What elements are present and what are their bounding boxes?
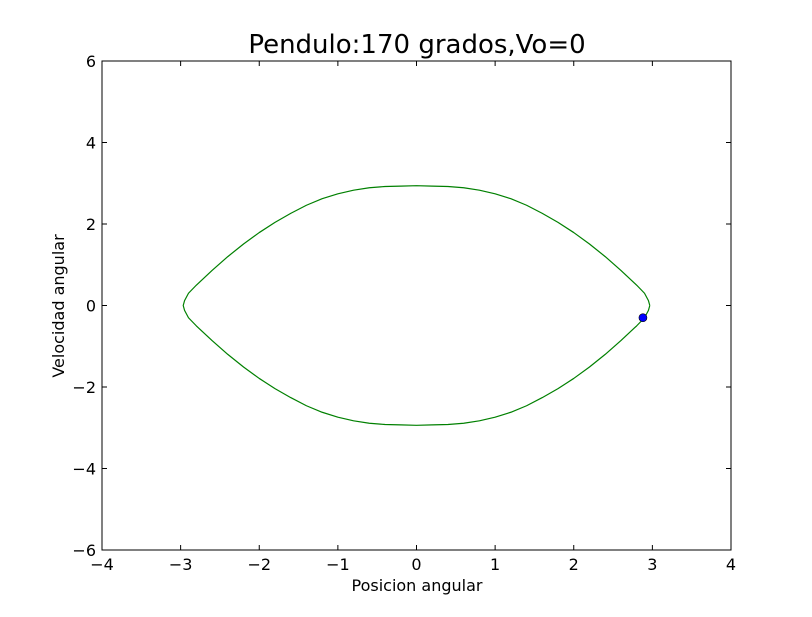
x-axis-label: Posicion angular [352, 576, 483, 595]
y-axis-label: Velocidad angular [49, 234, 68, 378]
x-tick-label: −1 [326, 555, 350, 574]
x-tick-label: 0 [411, 555, 421, 574]
phase-trajectory-line [182, 185, 651, 426]
x-tick-label: 1 [490, 555, 500, 574]
y-tick-label: 0 [86, 297, 96, 316]
chart-title: Pendulo:170 grados,Vo=0 [248, 30, 585, 60]
y-tick-label: 6 [86, 52, 96, 71]
y-tick-label: −4 [72, 460, 96, 479]
y-tick-label: −6 [72, 541, 96, 560]
x-tick-label: 4 [726, 555, 736, 574]
plot-frame [101, 60, 732, 551]
x-tick-label: 2 [569, 555, 579, 574]
x-tick-label: 3 [647, 555, 657, 574]
y-tick-label: 4 [86, 134, 96, 153]
plot-area [182, 185, 651, 426]
current-state-point [638, 313, 648, 323]
x-tick-label: −4 [90, 555, 114, 574]
x-tick-label: −2 [247, 555, 271, 574]
y-tick-label: −2 [72, 378, 96, 397]
y-tick-label: 2 [86, 215, 96, 234]
x-tick-label: −3 [169, 555, 193, 574]
